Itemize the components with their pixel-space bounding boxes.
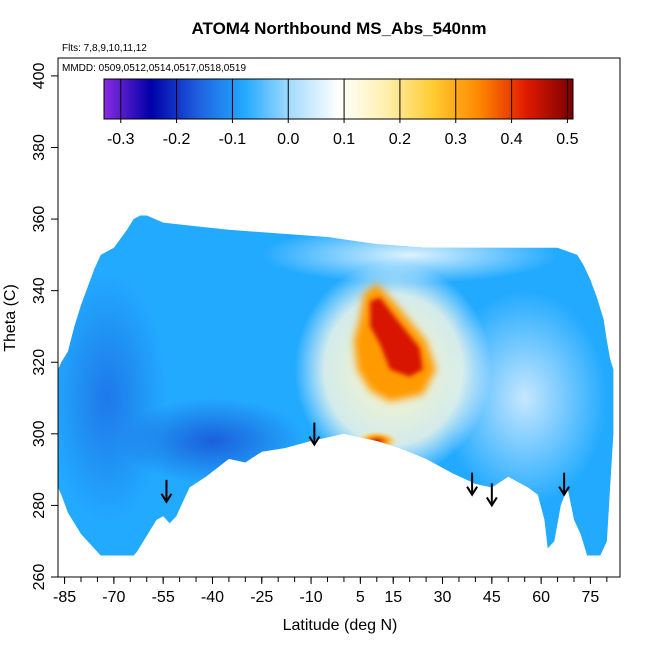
arrow-markers — [160, 422, 570, 508]
x-tick-label: -55 — [152, 589, 175, 606]
arrow-head — [308, 436, 321, 447]
colorbar-ticks: -0.3 -0.2 -0.1 0.0 0.1 0.2 0.3 0.4 0.5 — [107, 79, 579, 148]
x-tick-label: -10 — [300, 589, 323, 606]
x-tick-label: 60 — [532, 589, 550, 606]
heatmap-region-low-band — [120, 398, 305, 484]
colorbar-gradient — [103, 78, 574, 120]
arrow-head — [485, 496, 498, 508]
down-arrow-icon — [485, 483, 498, 508]
x-tick-label: 15 — [384, 589, 402, 606]
arrow-head — [558, 486, 570, 497]
y-tick-label: 300 — [31, 420, 48, 447]
down-arrow-icon — [160, 479, 173, 504]
chart-title: ATOM4 Northbound MS_Abs_540nm — [191, 19, 486, 38]
colorbar-tick-label: 0.5 — [556, 131, 578, 148]
x-tick-label: -25 — [250, 589, 273, 606]
y-tick-label: 380 — [31, 134, 48, 161]
arrow-head — [466, 486, 478, 497]
colorbar: -0.3 -0.2 -0.1 0.0 0.1 0.2 0.3 0.4 0.5 — [103, 78, 579, 148]
y-axis: 260 280 300 320 340 360 380 400 — [31, 62, 58, 590]
y-axis-label: Theta (C) — [2, 284, 19, 352]
heatmap-region-lower-plume — [353, 430, 400, 452]
down-arrow-icon — [558, 472, 570, 497]
y-tick-label: 400 — [31, 62, 48, 89]
colorbar-tick-label: 0.4 — [500, 131, 522, 148]
colorbar-tick-label: 0.2 — [389, 131, 411, 148]
dates-note: MMDD: 0509,0512,0514,0517,0518,0519 — [62, 63, 246, 74]
plot-frame — [57, 57, 621, 578]
y-tick-label: 360 — [31, 206, 48, 233]
y-tick-label: 280 — [31, 492, 48, 519]
colorbar-tick-label: 0.0 — [277, 131, 299, 148]
x-tick-label: -85 — [53, 589, 76, 606]
y-tick-label: 340 — [31, 277, 48, 304]
colorbar-tick-label: -0.2 — [163, 131, 191, 148]
colorbar-tick-label: 0.1 — [333, 131, 355, 148]
colorbar-tick-label: 0.3 — [445, 131, 467, 148]
arrow-head — [160, 493, 173, 504]
x-tick-label: 45 — [483, 589, 501, 606]
x-axis: -85 -70 -55 -40 -25 -10 5 15 30 45 60 75 — [53, 577, 608, 606]
down-arrow-icon — [308, 422, 321, 447]
heatmap-region-plume-core — [370, 297, 423, 377]
x-tick-label: -40 — [201, 589, 224, 606]
heatmap-region-southern-low — [58, 272, 167, 524]
x-axis-label: Latitude (deg N) — [283, 617, 398, 634]
x-tick-label: 30 — [434, 589, 452, 606]
x-tick-label: -70 — [102, 589, 125, 606]
y-tick-label: 320 — [31, 349, 48, 376]
flights-note: Flts: 7,8,9,10,11,12 — [62, 43, 147, 54]
down-arrow-icon — [466, 472, 478, 497]
x-tick-label: 5 — [356, 589, 365, 606]
x-tick-label: 75 — [582, 589, 600, 606]
colorbar-tick-label: -0.3 — [107, 131, 135, 148]
colorbar-tick-label: -0.1 — [219, 131, 247, 148]
y-tick-label: 260 — [31, 564, 48, 591]
